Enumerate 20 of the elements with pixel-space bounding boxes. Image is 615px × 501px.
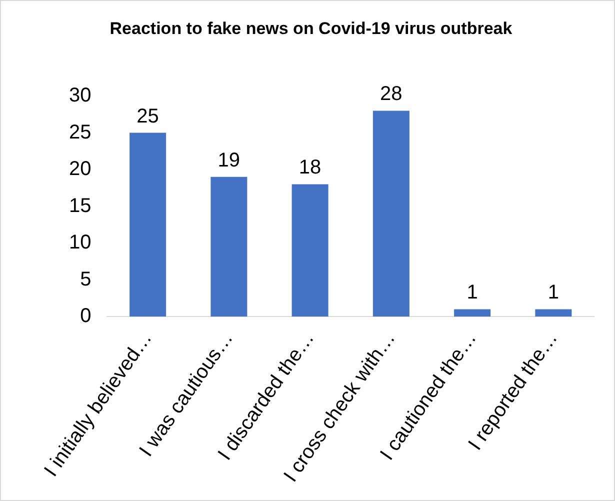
y-tick-label: 0: [80, 305, 92, 328]
bar: [130, 132, 166, 317]
y-tick-label: 25: [68, 121, 92, 144]
data-label: 1: [466, 282, 478, 304]
data-label: 25: [136, 105, 159, 128]
y-tick-label: 30: [68, 84, 92, 107]
data-label: 19: [218, 149, 240, 172]
bar: [292, 184, 328, 317]
bar: [372, 110, 410, 317]
data-label: 1: [548, 282, 559, 304]
y-tick-label: 20: [68, 158, 92, 180]
bar: [535, 309, 572, 317]
y-tick-label: 15: [68, 194, 92, 217]
bar: [454, 309, 491, 317]
data-label: 28: [380, 83, 402, 106]
data-label: 18: [298, 156, 322, 179]
y-tick-label: 10: [68, 232, 92, 254]
bar: [210, 176, 248, 317]
chart-title: Reaction to fake news on Covid-19 virus outbreak: [108, 18, 514, 40]
y-tick-label: 5: [80, 268, 92, 290]
